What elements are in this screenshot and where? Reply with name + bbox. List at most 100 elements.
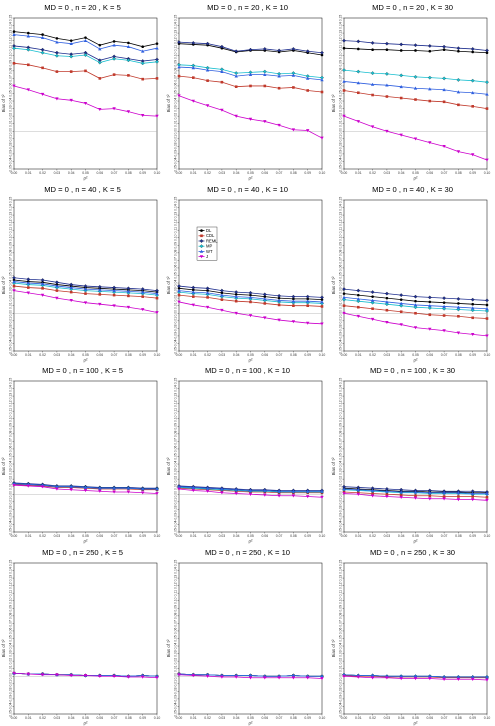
- data-point: [205, 305, 210, 309]
- data-point: [277, 296, 281, 299]
- y-tick-label: 0.03: [174, 287, 178, 294]
- data-point: [126, 305, 131, 309]
- data-point: [69, 39, 73, 42]
- data-point: [277, 494, 281, 498]
- data-point: [291, 673, 296, 677]
- y-tick-label: 0.04: [339, 98, 343, 105]
- series-cdl: [177, 74, 324, 94]
- y-tick-label: -0.01: [174, 679, 178, 687]
- data-point: [248, 313, 253, 317]
- data-point: [442, 306, 446, 311]
- chart-title: MD = 0 , n = 100 , K = 5: [42, 366, 123, 375]
- y-tick-label: 0.14: [174, 385, 178, 392]
- data-point: [457, 103, 460, 107]
- data-point: [399, 309, 403, 313]
- data-point: [12, 84, 16, 88]
- y-tick-label: 0.02: [339, 113, 343, 120]
- y-tick-label: 0.12: [339, 582, 343, 589]
- x-tick-label: 0.04: [68, 534, 75, 538]
- y-tick-label: 0.01: [9, 483, 13, 490]
- x-tick-label: 0.07: [441, 353, 448, 357]
- x-tick-label: 0.04: [233, 534, 240, 538]
- data-point: [126, 486, 131, 490]
- x-tick-label: 0.09: [304, 171, 311, 175]
- y-tick-label: 0.14: [339, 22, 343, 29]
- data-point: [277, 293, 281, 298]
- data-point: [485, 80, 489, 85]
- data-point: [191, 289, 195, 293]
- y-tick-label: 0.01: [174, 483, 178, 490]
- data-point: [305, 294, 310, 299]
- y-tick-label: 0.04: [9, 461, 13, 468]
- y-tick-label: 0.11: [9, 45, 13, 51]
- x-tick-label: 0.06: [426, 716, 433, 720]
- data-point: [112, 73, 116, 76]
- data-point: [248, 117, 253, 121]
- plot-frame: [343, 380, 488, 533]
- y-tick-label: 0.12: [339, 219, 343, 226]
- y-tick-label: 0.13: [174, 211, 178, 218]
- data-point: [471, 332, 475, 336]
- series-wt: [12, 279, 159, 295]
- data-point: [399, 676, 403, 680]
- y-tick-label: 0.04: [339, 279, 343, 286]
- data-point: [485, 306, 489, 310]
- data-point: [26, 47, 31, 52]
- data-point: [83, 101, 88, 106]
- data-point: [262, 291, 267, 296]
- chart-panel: MD = 0 , n = 250 , K = 10 -0.05 -0.04 -0.03…: [165, 545, 330, 726]
- y-tick-label: 0.02: [174, 476, 178, 483]
- series-wt: [342, 79, 489, 96]
- data-point: [306, 129, 310, 133]
- data-point: [442, 100, 446, 104]
- data-point: [442, 88, 446, 92]
- x-tick-label: 0.08: [455, 353, 462, 357]
- y-tick-label: 0.04: [339, 642, 343, 649]
- data-point: [220, 291, 224, 294]
- y-tick-label: 0.13: [9, 393, 13, 400]
- data-point: [26, 672, 30, 676]
- x-tick-label: 0.06: [261, 353, 268, 357]
- series-line: [343, 288, 488, 301]
- data-point: [471, 677, 475, 681]
- data-point: [277, 318, 281, 322]
- y-tick-label: -0.05: [9, 528, 13, 536]
- data-point: [320, 297, 324, 301]
- y-tick-label: -0.02: [9, 142, 13, 150]
- data-point: [191, 285, 196, 289]
- data-point: [320, 53, 324, 57]
- data-point: [127, 294, 130, 297]
- x-axis-label: ρ²: [249, 357, 253, 362]
- data-point: [155, 487, 159, 491]
- data-point: [69, 285, 73, 289]
- y-tick-label: 0.05: [174, 453, 178, 460]
- y-tick-label: 0.06: [339, 446, 343, 453]
- data-point: [442, 328, 446, 332]
- x-tick-label: 0.10: [319, 534, 326, 538]
- y-tick-label: 0.10: [339, 415, 343, 422]
- data-point: [342, 114, 346, 118]
- y-tick-label: 0.07: [9, 256, 13, 263]
- y-tick-label: 0.07: [339, 75, 343, 82]
- data-point: [456, 78, 461, 82]
- y-tick-label: 0.10: [9, 234, 13, 241]
- x-tick-label: 0.08: [125, 171, 132, 175]
- y-tick-label: 0.00: [9, 672, 13, 679]
- x-tick-label: 0.08: [290, 171, 297, 175]
- data-point: [413, 137, 418, 141]
- data-point: [12, 275, 16, 280]
- y-tick-label: 0.07: [174, 75, 178, 82]
- y-tick-label: -0.02: [9, 687, 13, 695]
- chart-title: MD = 0 , n = 20 , K = 10: [207, 3, 288, 12]
- data-point: [399, 674, 403, 678]
- data-point: [413, 86, 418, 90]
- data-point: [399, 303, 404, 308]
- y-tick-label: 0.09: [174, 423, 178, 430]
- data-point: [320, 495, 324, 499]
- data-point: [385, 492, 389, 496]
- y-tick-label: 0.13: [339, 30, 343, 37]
- y-tick-label: 0.01: [339, 665, 343, 672]
- y-tick-label: -0.05: [174, 528, 178, 536]
- data-point: [292, 303, 295, 307]
- x-tick-label: 0.05: [412, 716, 419, 720]
